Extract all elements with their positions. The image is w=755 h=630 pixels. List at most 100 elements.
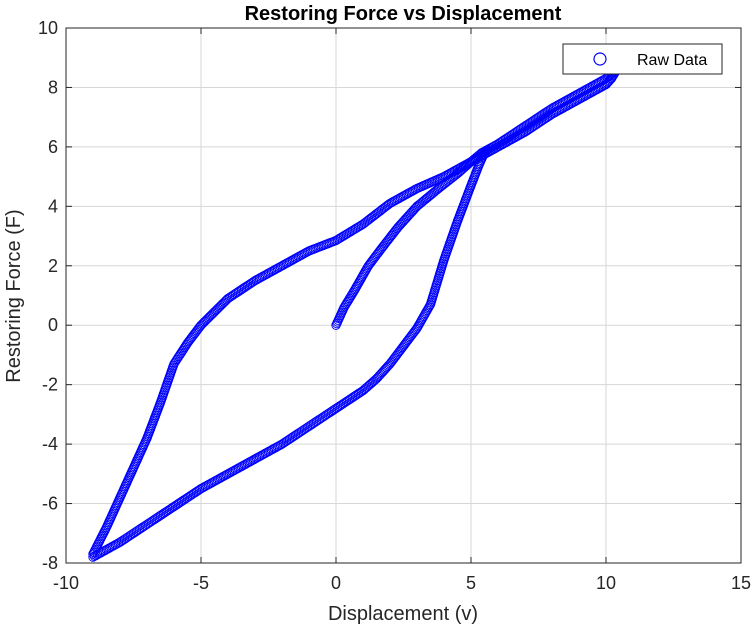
- data-point: [457, 162, 467, 172]
- data-point: [506, 134, 517, 145]
- data-point: [207, 309, 217, 319]
- data-point: [221, 470, 232, 480]
- data-point: [512, 131, 523, 141]
- data-point: [451, 165, 461, 175]
- data-point: [409, 204, 420, 214]
- data-point: [584, 88, 595, 99]
- data-point: [262, 269, 272, 279]
- data-point: [517, 129, 527, 139]
- data-point: [577, 93, 587, 103]
- data-point: [398, 191, 409, 201]
- data-point: [218, 298, 228, 308]
- data-point: [215, 473, 226, 483]
- data-point: [239, 460, 250, 470]
- data-point: [254, 451, 265, 462]
- data-point: [214, 474, 224, 484]
- data-point: [226, 467, 236, 477]
- data-point: [565, 99, 575, 109]
- y-tick-label: -4: [42, 434, 58, 454]
- data-point: [284, 256, 295, 267]
- data-point: [277, 261, 287, 271]
- data-point: [461, 159, 472, 169]
- data-point: [572, 95, 583, 105]
- data-point: [593, 83, 604, 94]
- data-point: [569, 97, 580, 107]
- data-point: [420, 308, 431, 318]
- data-point: [568, 97, 578, 108]
- data-point: [213, 303, 223, 313]
- data-point: [446, 167, 457, 178]
- data-point: [208, 477, 218, 487]
- data-point: [278, 260, 289, 270]
- data-point: [281, 258, 292, 268]
- data-point: [397, 192, 407, 202]
- data-point: [295, 251, 305, 261]
- data-point: [292, 252, 302, 263]
- data-point: [424, 302, 434, 313]
- data-point: [244, 457, 254, 467]
- data-point: [469, 155, 479, 165]
- data-point: [352, 280, 363, 290]
- data-point: [394, 193, 404, 204]
- data-point: [101, 544, 112, 555]
- x-axis-label: Displacement (v): [328, 603, 478, 625]
- data-point: [351, 283, 361, 293]
- data-point: [520, 127, 530, 137]
- data-point: [266, 266, 277, 277]
- data-point: [502, 137, 512, 147]
- data-point: [466, 157, 476, 167]
- data-point: [409, 185, 419, 195]
- data-point: [259, 449, 269, 459]
- data-point: [201, 315, 211, 326]
- data-point: [563, 100, 574, 110]
- data-point: [423, 304, 433, 314]
- data-point: [256, 451, 266, 461]
- legend-marker: [593, 52, 607, 66]
- data-point: [460, 160, 470, 170]
- data-point: [251, 453, 262, 463]
- data-point: [583, 89, 593, 100]
- data-point: [482, 145, 492, 155]
- y-tick-label: 0: [48, 315, 58, 335]
- data-point: [586, 88, 596, 98]
- data-point: [452, 164, 463, 174]
- data-point: [296, 250, 307, 260]
- data-point: [260, 448, 271, 458]
- data-point: [400, 190, 410, 200]
- chart-title: Restoring Force vs Displacement: [245, 3, 562, 25]
- data-point: [88, 552, 98, 562]
- data-point: [412, 183, 422, 194]
- data-point: [490, 143, 500, 154]
- data-point: [217, 472, 227, 482]
- data-point: [355, 275, 365, 286]
- data-point: [171, 356, 181, 366]
- data-point: [263, 446, 274, 457]
- data-point: [302, 247, 313, 257]
- data-point: [596, 82, 607, 92]
- data-point: [509, 133, 520, 143]
- data-point: [236, 461, 247, 472]
- plot-frame: [65, 27, 742, 564]
- data-point: [259, 271, 269, 281]
- data-point: [196, 484, 206, 494]
- data-point: [406, 187, 416, 197]
- data-point: [580, 91, 590, 101]
- data-point: [290, 253, 301, 263]
- data-point: [419, 311, 429, 321]
- data-point: [566, 98, 577, 109]
- legend[interactable]: Raw Data: [562, 43, 723, 75]
- legend-label: Raw Data: [637, 52, 707, 69]
- x-ticks: -10 -5 0 5 10 15: [53, 28, 751, 593]
- data-point: [518, 128, 529, 138]
- y-tick-label: -8: [42, 553, 58, 573]
- data-point: [464, 157, 475, 168]
- data-point: [304, 246, 314, 256]
- x-tick-label: 5: [466, 573, 476, 593]
- data-point: [274, 262, 284, 273]
- data-point: [574, 94, 584, 104]
- data-point: [595, 83, 605, 93]
- data-point: [287, 255, 298, 265]
- data-point: [265, 446, 275, 456]
- data-point: [235, 462, 245, 472]
